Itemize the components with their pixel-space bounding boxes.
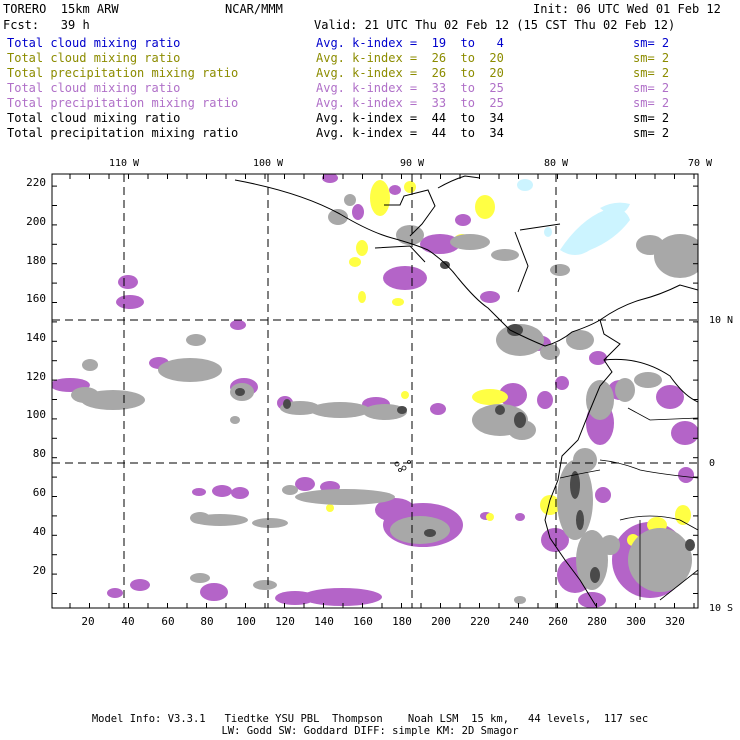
legend-field: Total cloud mixing ratio — [7, 51, 181, 65]
cloud-field-yellow — [326, 180, 691, 546]
y-tick-label: 20 — [33, 564, 46, 577]
forecast-hour: Fcst: 39 h — [3, 18, 90, 32]
lat-labels: 10 N 0 10 S — [709, 315, 733, 614]
legend-sm: sm= 2 — [633, 96, 670, 110]
cloud-fields — [52, 174, 698, 608]
x-tick-label: 60 — [161, 615, 174, 628]
legend-sm: sm= 2 — [633, 51, 670, 65]
lon-labels: 110 W 100 W 90 W 80 W 70 W — [109, 158, 713, 169]
coastlines — [234, 175, 698, 607]
legend-kindex: Avg. k-index = 44 to 34 — [316, 111, 504, 125]
y-tick-label: 220 — [26, 176, 46, 189]
x-tick-label: 40 — [121, 615, 134, 628]
model-title: TORERO 15km ARW — [3, 2, 119, 16]
y-tick-label: 160 — [26, 292, 46, 305]
y-tick-label: 80 — [33, 447, 46, 460]
lon-label: 90 W — [400, 158, 425, 169]
valid-time: Valid: 21 UTC Thu 02 Feb 12 (15 CST Thu … — [314, 18, 676, 32]
legend-field: Total cloud mixing ratio — [7, 36, 181, 50]
x-tick-label: 160 — [353, 615, 373, 628]
y-tick-label: 120 — [26, 370, 46, 383]
legend-kindex: Avg. k-index = 44 to 34 — [316, 126, 504, 140]
lon-label: 100 W — [253, 158, 284, 169]
model-info: Model Info: V3.3.1 Tiedtke YSU PBL Thomp… — [91, 713, 649, 725]
x-tick-label: 140 — [314, 615, 334, 628]
cloud-field-grey — [71, 194, 698, 604]
lon-label: 80 W — [544, 158, 569, 169]
x-tick-label: 20 — [81, 615, 94, 628]
y-tick-label: 180 — [26, 254, 46, 267]
legend-field: Total precipitation mixing ratio — [7, 126, 239, 140]
legend-field: Total precipitation mixing ratio — [7, 66, 239, 80]
x-tick-label: 220 — [470, 615, 490, 628]
y-tick-label: 60 — [33, 486, 46, 499]
legend-field: Total precipitation mixing ratio — [7, 96, 239, 110]
x-tick-label: 120 — [275, 615, 295, 628]
x-tick-labels: 20 40 60 80 100 120 140 160 180 200 220 … — [81, 615, 685, 628]
cloud-field-dark — [235, 261, 695, 583]
map-frame — [51, 173, 699, 609]
y-tick-labels: 220 200 180 160 140 120 100 80 60 40 20 — [26, 176, 46, 577]
lat-label: 0 — [709, 458, 715, 469]
galapagos-islands — [394, 460, 411, 472]
x-tick-label: 300 — [626, 615, 646, 628]
lat-label: 10 S — [709, 603, 733, 614]
x-tick-label: 200 — [431, 615, 451, 628]
legend-sm: sm= 2 — [633, 36, 670, 50]
lat-label: 10 N — [709, 315, 733, 326]
axis-ticks — [52, 174, 698, 608]
legend-kindex: Avg. k-index = 19 to 4 — [316, 36, 504, 50]
legend-sm: sm= 2 — [633, 111, 670, 125]
legend-kindex: Avg. k-index = 33 to 25 — [316, 81, 504, 95]
organization: NCAR/MMM — [225, 2, 283, 16]
latlon-grid — [52, 174, 698, 608]
lon-label: 110 W — [109, 158, 140, 169]
x-tick-label: 240 — [509, 615, 529, 628]
legend-field: Total cloud mixing ratio — [7, 81, 181, 95]
legend-sm: sm= 2 — [633, 126, 670, 140]
model-physics: LW: Godd SW: Goddard DIFF: simple KM: 2D… — [221, 725, 519, 737]
x-tick-label: 280 — [587, 615, 607, 628]
y-tick-label: 100 — [26, 408, 46, 421]
x-tick-label: 100 — [236, 615, 256, 628]
legend-kindex: Avg. k-index = 26 to 20 — [316, 51, 504, 65]
x-tick-label: 320 — [665, 615, 685, 628]
legend-sm: sm= 2 — [633, 66, 670, 80]
x-tick-label: 260 — [548, 615, 568, 628]
legend-field: Total cloud mixing ratio — [7, 111, 181, 125]
country-borders — [559, 407, 698, 601]
cloud-field-blue — [517, 179, 630, 255]
y-tick-label: 40 — [33, 525, 46, 538]
legend-sm: sm= 2 — [633, 81, 670, 95]
x-tick-label: 80 — [200, 615, 213, 628]
legend-kindex: Avg. k-index = 26 to 20 — [316, 66, 504, 80]
y-tick-label: 200 — [26, 215, 46, 228]
lon-label: 70 W — [688, 158, 713, 169]
x-tick-label: 180 — [392, 615, 412, 628]
y-tick-label: 140 — [26, 331, 46, 344]
init-time: Init: 06 UTC Wed 01 Feb 12 — [533, 2, 721, 16]
legend-kindex: Avg. k-index = 33 to 25 — [316, 96, 504, 110]
